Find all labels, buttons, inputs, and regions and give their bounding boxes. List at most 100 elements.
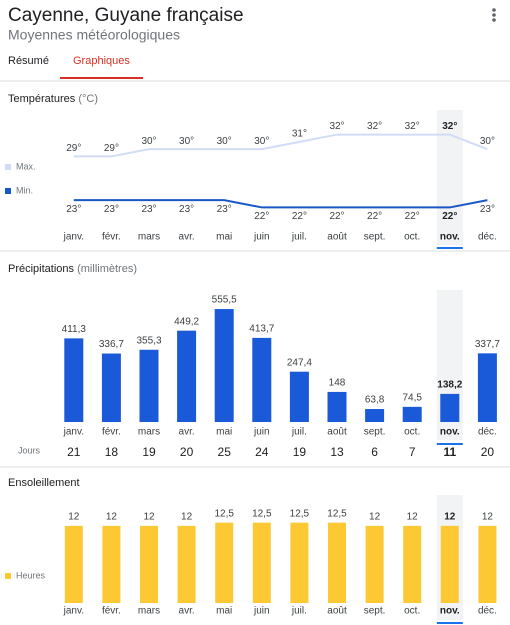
days-value: 20: [180, 445, 194, 459]
place-title: Cayenne, Guyane française: [8, 5, 244, 26]
value-label: 23°: [141, 204, 156, 215]
value-label: 63,8: [365, 395, 385, 406]
value-label: 12: [369, 511, 381, 522]
value-label: 355,3: [136, 335, 161, 346]
value-label: 22°: [329, 211, 344, 222]
bar: [440, 525, 459, 603]
value-label: 12: [106, 511, 118, 522]
bar: [177, 525, 196, 603]
value-label: 12,5: [252, 508, 272, 519]
bar: [328, 522, 346, 603]
value-label: 12,5: [327, 508, 347, 519]
value-label: 29°: [66, 143, 81, 154]
x-tick-label: oct.: [404, 606, 420, 617]
x-tick-label: nov.: [440, 232, 460, 243]
value-label: 449,2: [174, 316, 199, 327]
x-tick-label: juil.: [291, 427, 307, 438]
value-label: 337,7: [475, 339, 500, 350]
x-tick-label: mars: [138, 427, 160, 438]
x-tick-label: déc.: [478, 606, 497, 617]
selected-underline: [436, 247, 463, 249]
bar: [252, 337, 272, 422]
tab-indicator: [60, 77, 143, 79]
days-value: 24: [255, 445, 269, 459]
line-1: [73, 199, 488, 209]
x-tick-label: févr.: [102, 427, 121, 438]
value-label: 29°: [104, 143, 119, 154]
value-label: 30°: [254, 136, 269, 147]
x-tick-label: août: [327, 427, 347, 438]
x-tick-label: oct.: [404, 427, 420, 438]
x-tick-label: déc.: [478, 427, 497, 438]
bar: [365, 525, 384, 603]
days-value: 11: [443, 445, 456, 459]
bar: [252, 522, 271, 603]
x-tick-label: mars: [138, 232, 160, 243]
x-tick-label: mars: [138, 606, 160, 617]
x-tick-label: janv.: [63, 606, 84, 617]
value-label: 23°: [104, 204, 119, 215]
value-label: 411,3: [62, 324, 87, 335]
value-label: 74,5: [402, 392, 422, 403]
value-label: 32°: [329, 121, 344, 132]
x-tick-label: nov.: [440, 606, 460, 617]
days-value: 20: [481, 445, 495, 459]
value-label: 12,5: [214, 508, 234, 519]
value-label: 30°: [480, 136, 495, 147]
legend-label: Heures: [16, 570, 46, 580]
days-value: 21: [67, 445, 81, 459]
value-label: 413,7: [249, 324, 274, 335]
bar: [140, 525, 158, 603]
bar: [478, 525, 497, 603]
x-tick-label: févr.: [102, 606, 121, 617]
legend-label: Min.: [16, 185, 33, 195]
bar: [139, 349, 159, 422]
tab[interactable]: Graphiques: [73, 55, 130, 67]
tab[interactable]: Résumé: [8, 55, 49, 67]
value-label: 22°: [367, 211, 382, 222]
x-tick-label: août: [327, 606, 347, 617]
title-unit: (millimètres): [77, 263, 137, 275]
days-value: 13: [330, 445, 344, 459]
value-label: 12: [482, 511, 494, 522]
x-tick-label: juin: [253, 606, 270, 617]
x-tick-label: juin: [253, 427, 270, 438]
value-label: 336,7: [99, 339, 124, 350]
legend-swatch: [5, 188, 11, 194]
value-label: 22°: [442, 211, 457, 222]
bar: [101, 353, 121, 422]
bar: [102, 525, 121, 603]
value-label: 22°: [254, 211, 269, 222]
menu-icon[interactable]: [492, 8, 496, 22]
bar: [289, 371, 309, 422]
value-label: 23°: [179, 204, 194, 215]
value-label: 23°: [217, 204, 232, 215]
x-tick-label: janv.: [63, 427, 84, 438]
value-label: 12: [68, 511, 80, 522]
x-tick-label: avr.: [179, 606, 195, 617]
x-tick-label: juin: [253, 232, 270, 243]
days-value: 19: [142, 445, 156, 459]
subtitle: Moyennes météorologiques: [8, 27, 180, 43]
value-label: 32°: [442, 121, 457, 132]
x-tick-label: déc.: [478, 232, 497, 243]
x-tick-label: avr.: [179, 232, 195, 243]
bar: [64, 525, 83, 603]
x-tick-label: mai: [216, 232, 232, 243]
value-label: 22°: [405, 211, 420, 222]
bar: [290, 522, 309, 603]
days-value: 7: [409, 445, 416, 459]
bar: [365, 409, 385, 422]
x-tick-label: août: [327, 232, 347, 243]
line-0: [73, 133, 488, 158]
days-value: 19: [293, 445, 307, 459]
bar: [215, 522, 234, 603]
bar: [440, 393, 460, 422]
value-label: 30°: [141, 136, 156, 147]
title-text: Précipitations: [8, 263, 75, 275]
bar: [477, 353, 497, 422]
days-value: 6: [371, 445, 378, 459]
title-text: Ensoleillement: [8, 477, 80, 489]
value-label: 247,4: [287, 357, 312, 368]
